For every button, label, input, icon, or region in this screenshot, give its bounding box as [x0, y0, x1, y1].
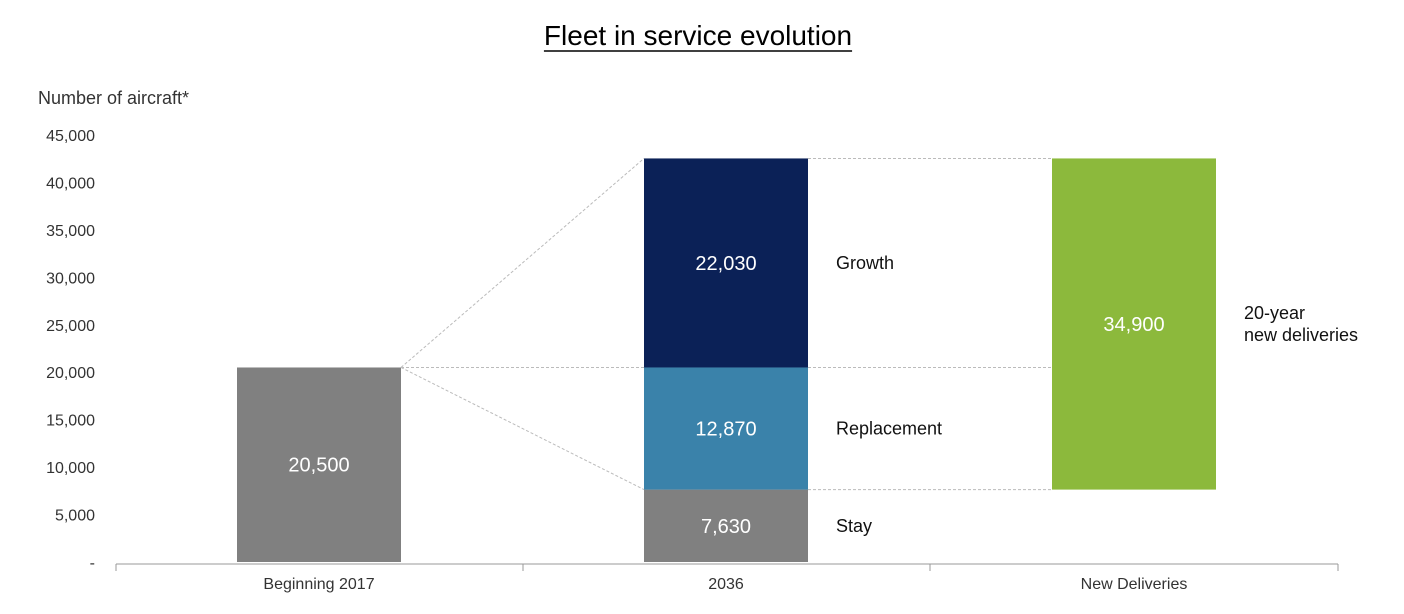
connector-lines	[400, 157, 1052, 491]
bar-segment	[644, 158, 808, 368]
y-tick-label: 30,000	[46, 270, 95, 287]
x-category-label: Beginning 2017	[263, 576, 374, 593]
bar-segment	[1052, 158, 1216, 490]
x-axis: Beginning 2017 2036 New Deliveries	[115, 563, 1339, 593]
bar-segment	[644, 489, 808, 562]
bar-value-label: 20,500	[288, 455, 349, 477]
connector-diagonal-bottom	[400, 367, 645, 491]
chart-title: Fleet in service evolution	[543, 20, 853, 52]
bar-value-label: 7,630	[701, 516, 751, 538]
bar-segment	[237, 367, 401, 562]
bar-segment	[644, 367, 808, 490]
x-category-label: 2036	[708, 576, 744, 593]
segment-label: Growth	[836, 253, 894, 273]
y-tick-label: 45,000	[46, 128, 95, 145]
segment-label: Replacement	[836, 419, 942, 439]
y-tick-label: 35,000	[46, 223, 95, 240]
bar-value-label: 34,900	[1103, 314, 1164, 336]
y-tick-label: -	[90, 555, 95, 572]
y-axis-ticks: - 5,000 10,000 15,000 20,000 25,000 30,000 35,0…	[46, 128, 95, 572]
segment-label: 20-year new deliveries	[1244, 303, 1358, 345]
bar-value-label: 12,870	[695, 419, 756, 441]
y-tick-label: 5,000	[55, 508, 95, 525]
chart-title-text: Fleet in service evolution	[544, 20, 852, 51]
segment-label: Stay	[836, 516, 872, 536]
y-tick-label: 40,000	[46, 175, 95, 192]
y-tick-label: 25,000	[46, 318, 95, 335]
connector-diagonal-top	[400, 158, 645, 368]
y-tick-label: 10,000	[46, 460, 95, 477]
bars: 20,500 7,630 Stay 12,870 Replacement 22,030 Gr…	[237, 158, 1358, 562]
x-category-label: New Deliveries	[1081, 576, 1188, 593]
y-tick-label: 20,000	[46, 365, 95, 382]
bar-value-label: 22,030	[695, 253, 756, 275]
y-axis-label: Number of aircraft*	[38, 88, 189, 108]
y-tick-label: 15,000	[46, 413, 95, 430]
